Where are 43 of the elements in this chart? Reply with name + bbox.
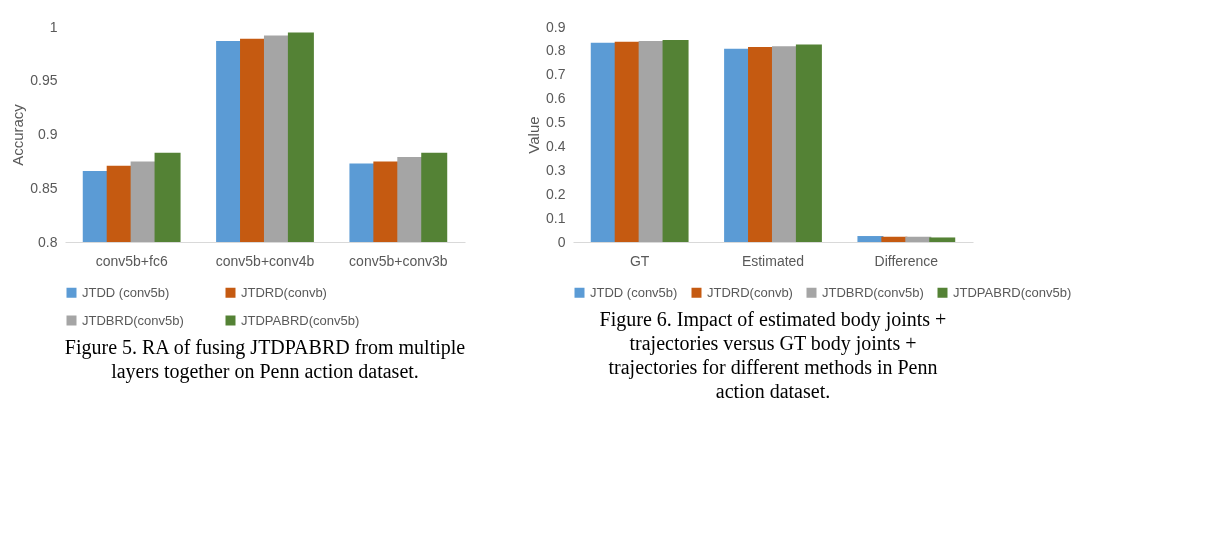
bar [795,44,822,242]
y-tick-label: 0.95 [30,72,58,89]
legend-label: JTDD (conv5b) [590,284,678,300]
y-tick-label: 0.3 [546,161,566,178]
x-tick-label: conv5b+conv4b [215,252,315,269]
bar [662,39,689,242]
bar [771,46,798,242]
x-tick-label: GT [629,252,650,269]
bar [929,237,956,242]
y-tick-label: 0 [557,233,566,250]
legend-label: JTDD (conv5b) [82,284,170,300]
y-tick-label: 0.8 [38,233,58,250]
y-axis-title: Value [525,116,543,154]
bar [638,41,665,242]
y-tick-label: 0.2 [546,185,566,202]
y-tick-label: 0.1 [546,209,566,226]
legend-label: JTDBRD(conv5b) [822,284,924,300]
legend-label: JTDPABRD(conv5b) [241,312,360,328]
x-tick-label: conv5b+fc6 [95,252,168,269]
caption: Figure 5. RA of fusing JTDPABRD from multiple layers together on Penn action dataset. [64,336,466,383]
legend-label: JTDBRD(conv5b) [82,312,184,328]
y-tick-label: 0.6 [546,90,566,107]
y-tick-label: 1 [49,18,58,35]
x-tick-label: conv5b+conv3b [349,252,448,269]
bar [748,47,775,242]
bar [614,41,641,242]
bar [724,48,751,242]
y-tick-label: 0.4 [546,137,566,154]
caption: Figure 6. Impact of estimated body joints + trajectories versus GT body joints + trajectories for different methods in Penn action dataset. [599,308,947,402]
bar [857,236,884,242]
x-tick-label: Difference [874,252,939,269]
y-tick-label: 0.7 [546,66,566,83]
y-axis-title: Accuracy [9,103,27,166]
legend-label: JTDPABRD(conv5b) [953,284,1072,300]
x-tick-label: Estimated [741,252,805,269]
y-tick-label: 0.5 [546,114,566,131]
y-tick-label: 0.9 [38,126,58,142]
bar [590,42,617,242]
y-tick-label: 0.85 [30,179,58,196]
y-tick-label: 0.9 [546,18,566,35]
legend-label: JTDRD(convb) [241,284,327,300]
y-tick-label: 0.8 [546,42,566,59]
legend-label: JTDRD(convb) [707,284,793,300]
